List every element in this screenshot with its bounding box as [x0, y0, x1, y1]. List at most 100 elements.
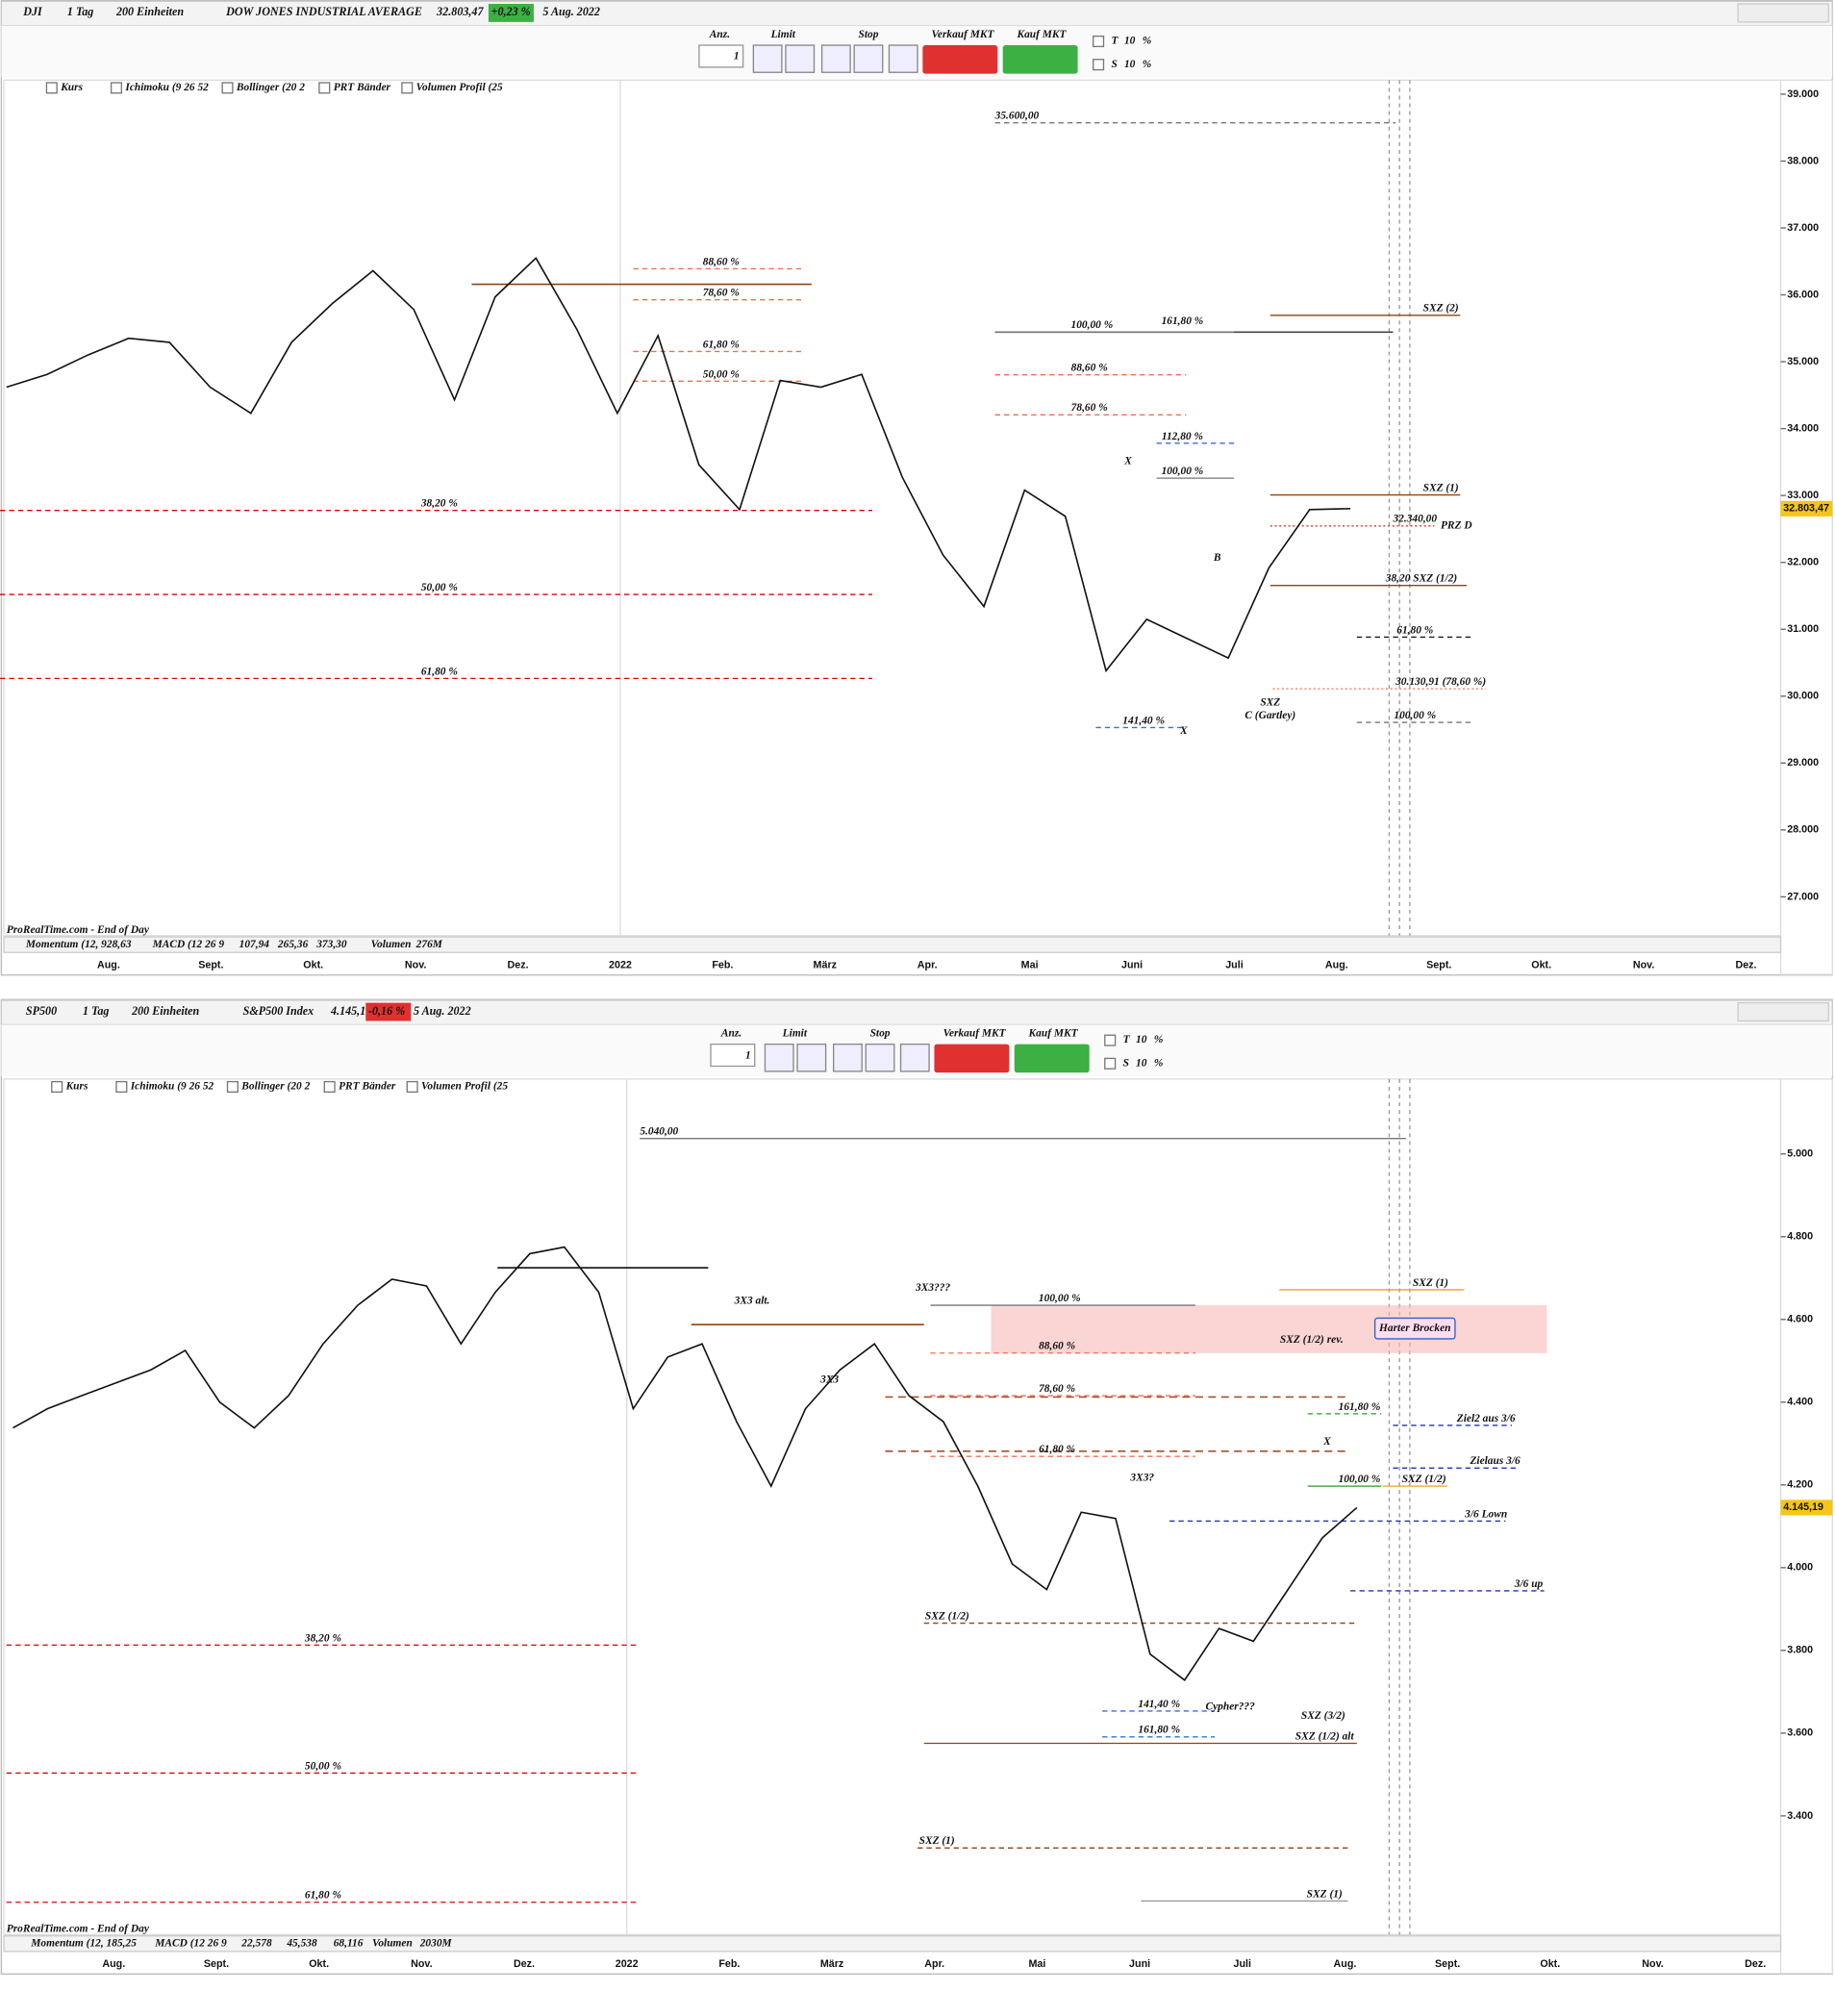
qty: 1 — [745, 1049, 751, 1061]
price-axis — [1779, 79, 1833, 975]
indicator: PRT Bänder — [334, 82, 391, 93]
checkbox[interactable] — [1104, 1034, 1117, 1046]
x-tick-label: Sept. — [198, 960, 223, 971]
indicator: Ichimoku (9 26 52 — [124, 82, 209, 93]
label-box — [1373, 1317, 1456, 1340]
indicator: Bollinger (20 2 — [236, 82, 305, 93]
order-button[interactable] — [888, 44, 918, 73]
y-tick-label: 30.000 — [1787, 691, 1819, 702]
indicator-checkbox[interactable] — [323, 1080, 336, 1094]
annotation-label: SXZ (1/2) alt — [1295, 1730, 1355, 1742]
indicator-checkbox[interactable] — [110, 82, 123, 94]
annotation-label: 3X3??? — [915, 1282, 950, 1294]
indicator-checkbox[interactable] — [221, 82, 234, 94]
indicator: Volumen Profil (25 — [416, 82, 503, 93]
limit-label: Limit — [770, 29, 796, 40]
x-tick-label: Aug. — [1334, 1958, 1357, 1970]
y-tick-label: 32.000 — [1787, 557, 1819, 568]
buy-button[interactable] — [1014, 1044, 1090, 1073]
interval[interactable]: 1 Tag — [83, 1004, 109, 1018]
macd-value: 265,36 — [277, 939, 309, 950]
x-tick-label: Dez. — [508, 960, 529, 971]
annotation-label: X — [1123, 455, 1132, 466]
units[interactable]: 200 Einheiten — [131, 1004, 199, 1018]
order-button[interactable] — [796, 1043, 827, 1072]
indicator-checkbox[interactable] — [406, 1080, 418, 1094]
macd-value: 107,94 — [239, 939, 270, 950]
qty-box[interactable] — [698, 44, 744, 68]
indicator-checkbox[interactable] — [226, 1080, 239, 1094]
annotation-label: 32.340,00 — [1392, 514, 1437, 525]
annotation-label: 50,00 % — [421, 582, 458, 593]
sell-button[interactable] — [922, 45, 998, 74]
buy-label: Kauf MKT — [1016, 29, 1067, 40]
indicator-checkbox[interactable] — [401, 82, 414, 94]
window-icons[interactable] — [1737, 1001, 1829, 1022]
sell-button[interactable] — [934, 1044, 1010, 1073]
symbol[interactable]: SP500 — [26, 1004, 57, 1018]
order-button[interactable] — [865, 1043, 895, 1072]
annotation-label: SXZ (1/2) — [925, 1610, 969, 1622]
checkbox[interactable] — [1104, 1057, 1117, 1070]
annotation-label: 38,20 % — [304, 1632, 341, 1644]
annotation-label: B — [1213, 552, 1221, 564]
stop-label: Stop — [858, 29, 878, 40]
annotation-label: 88,60 % — [703, 256, 740, 267]
momentum: Momentum (12, 928,63 — [25, 939, 132, 950]
window-icons[interactable] — [1737, 3, 1829, 23]
annotation-label: 35.600,00 — [994, 111, 1040, 122]
order-button[interactable] — [785, 44, 816, 73]
order-button[interactable] — [752, 44, 783, 73]
macd-value: 22,578 — [240, 1937, 272, 1949]
indicator-checkbox[interactable] — [45, 82, 58, 94]
x-tick-label: Aug. — [97, 960, 120, 971]
annotation-label: 61,80 % — [703, 339, 740, 350]
footer-bar — [3, 936, 1782, 953]
indicator-checkbox[interactable] — [115, 1080, 128, 1094]
y-tick-label: 4.000 — [1787, 1562, 1813, 1574]
annotation-label: SXZ (1) — [1423, 483, 1459, 494]
order-button[interactable] — [820, 44, 851, 73]
indicator: Kurs — [60, 82, 83, 93]
indicator-checkbox[interactable] — [51, 1080, 63, 1094]
x-tick-label: Aug. — [1325, 960, 1348, 971]
x-tick-label: Nov. — [1642, 1958, 1663, 1970]
interval[interactable]: 1 Tag — [67, 5, 93, 18]
checkbox-label: S — [1112, 59, 1118, 70]
qty-label: Anz. — [709, 29, 730, 40]
last-price-marker — [1780, 1499, 1833, 1516]
change: -0,16 % — [368, 1004, 405, 1018]
footer-bar — [3, 1935, 1782, 1953]
pct-value: 10 — [1136, 1057, 1147, 1069]
chart-area — [3, 1078, 1782, 1936]
order-button[interactable] — [832, 1043, 863, 1072]
sell-label: Verkauf MKT — [943, 1027, 1007, 1039]
checkbox[interactable] — [1093, 59, 1105, 71]
order-button[interactable] — [853, 44, 884, 73]
volume: Volumen — [371, 939, 412, 950]
buy-button[interactable] — [1002, 45, 1078, 74]
units[interactable]: 200 Einheiten — [115, 5, 184, 18]
y-tick-label: 4.400 — [1787, 1397, 1813, 1408]
order-button[interactable] — [899, 1043, 930, 1072]
order-button[interactable] — [764, 1043, 794, 1072]
indicator: Volumen Profil (25 — [421, 1081, 508, 1093]
annotation-label: 88,60 % — [1071, 363, 1108, 374]
annotation-label: C (Gartley) — [1244, 710, 1295, 721]
last-price-label: 32.803,47 — [1783, 503, 1829, 515]
qty-box[interactable] — [710, 1043, 756, 1068]
annotation-label: 3X3 — [819, 1374, 839, 1386]
annotation-label: Zielaus 3/6 — [1469, 1455, 1521, 1467]
date: 5 Aug. 2022 — [414, 1004, 471, 1018]
annotation-label: 100,00 % — [1339, 1474, 1381, 1485]
y-tick-label: 4.200 — [1787, 1479, 1813, 1491]
annotation-label: Harter Brocken — [1378, 1323, 1450, 1334]
annotation-label: 100,00 % — [1039, 1293, 1081, 1304]
symbol[interactable]: DJI — [22, 5, 43, 18]
x-tick-label: Sept. — [1426, 960, 1451, 971]
y-tick-label: 34.000 — [1787, 422, 1819, 434]
x-tick-label: Dez. — [1735, 960, 1756, 971]
volume-value: 276M — [415, 939, 443, 950]
checkbox[interactable] — [1093, 35, 1105, 48]
indicator-checkbox[interactable] — [318, 82, 331, 94]
